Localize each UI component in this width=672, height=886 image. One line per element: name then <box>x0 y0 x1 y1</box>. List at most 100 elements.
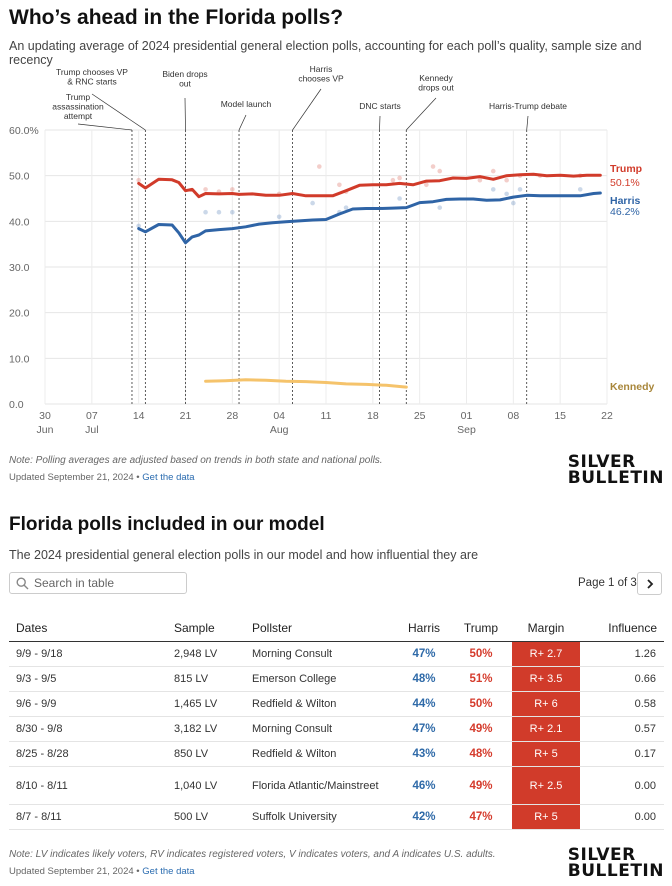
cell-sample: 500 LV <box>174 804 252 830</box>
event-label: Harris-Trump debate <box>489 101 567 111</box>
x-tick-label: 14 <box>133 410 145 422</box>
table-row: 9/6 - 9/9 1,465 LV Redfield & Wilton 44% 50%… <box>9 691 664 717</box>
event-leader <box>77 123 133 131</box>
search-box[interactable] <box>9 572 187 594</box>
chart-subtitle: An updating average of 2024 presidential… <box>9 39 642 67</box>
series-line-trump <box>137 172 602 199</box>
cell-influence: 0.00 <box>580 766 664 805</box>
poll-dot <box>230 209 235 215</box>
cell-sample: 2,948 LV <box>174 641 252 667</box>
cell-trump: 49% <box>450 716 512 742</box>
cell-pollster: Suffolk University <box>252 804 398 830</box>
search-input[interactable] <box>34 576 174 590</box>
x-tick-label: 28 <box>226 410 238 422</box>
poll-dot <box>343 205 349 210</box>
series-name-label: Harris <box>610 195 641 207</box>
y-tick-label: 40.0 <box>9 216 30 228</box>
cell-harris: 47% <box>398 641 450 667</box>
cell-dates: 9/3 - 9/5 <box>9 666 174 692</box>
cell-influence: 0.00 <box>580 804 664 830</box>
table-row: 8/7 - 8/11 500 LV Suffolk University 42% 47%… <box>9 804 664 830</box>
updated-text: Updated September 21, 2024 • <box>9 472 140 483</box>
event-label: Biden drops out <box>162 69 207 89</box>
cell-margin: R+ 5 <box>512 804 580 830</box>
cell-margin: R+ 2.7 <box>512 641 580 667</box>
col-pollster[interactable]: Pollster <box>252 614 398 642</box>
silver-bulletin-logo-bottom: SILVER BULLETIN <box>567 847 664 881</box>
logo-line2-bottom: BULLETIN <box>567 861 664 881</box>
y-tick-label: 30.0 <box>9 262 30 274</box>
x-tick-label: 07 <box>86 410 98 422</box>
x-tick-label: 18 <box>367 410 379 422</box>
cell-sample: 1,040 LV <box>174 766 252 805</box>
table-row: 8/10 - 8/11 1,040 LV Florida Atlantic/Main… <box>9 766 664 805</box>
poll-dot <box>577 187 583 192</box>
cell-sample: 850 LV <box>174 741 252 767</box>
y-tick-label: 50.0 <box>9 171 30 183</box>
x-month-label: Sep <box>457 424 476 436</box>
cell-harris: 47% <box>398 716 450 742</box>
cell-pollster: Morning Consult <box>252 716 398 742</box>
series-value-label: 50.1% <box>610 177 640 189</box>
table-row: 8/25 - 8/28 850 LV Redfield & Wilton 43% 48%… <box>9 741 664 767</box>
polls-table: Dates Sample Pollster Harris Trump Margi… <box>9 614 664 830</box>
col-sample[interactable]: Sample <box>174 614 252 642</box>
col-dates[interactable]: Dates <box>9 614 174 642</box>
cell-margin: R+ 3.5 <box>512 666 580 692</box>
event-label: DNC starts <box>359 101 401 111</box>
series-name-label: Trump <box>610 163 642 175</box>
next-page-button[interactable] <box>637 572 662 595</box>
poll-dot <box>490 168 496 174</box>
table-subtitle: The 2024 presidential general election p… <box>9 548 479 562</box>
table-title: Florida polls included in our model <box>9 514 325 535</box>
table-updated-text: Updated September 21, 2024 • <box>9 866 140 877</box>
poll-dot <box>397 196 402 201</box>
event-leader <box>292 88 322 131</box>
chart-note: Note: Polling averages are adjusted base… <box>9 455 383 466</box>
cell-sample: 815 LV <box>174 666 252 692</box>
col-margin[interactable]: Margin <box>512 614 580 642</box>
table-updated: Updated September 21, 2024 • Get the dat… <box>9 866 195 877</box>
x-tick-label: 15 <box>554 410 566 422</box>
col-trump[interactable]: Trump <box>450 614 512 642</box>
get-data-link[interactable]: Get the data <box>142 472 195 483</box>
cell-margin: R+ 6 <box>512 691 580 717</box>
page-info: Page 1 of 3 <box>578 577 637 589</box>
cell-influence: 0.57 <box>580 716 664 742</box>
y-tick-label: 20.0 <box>9 308 30 320</box>
poll-dot <box>424 182 429 188</box>
series-name-label: Kennedy <box>610 381 655 393</box>
event-label: Kennedy drops out <box>418 73 454 93</box>
cell-margin: R+ 5 <box>512 741 580 767</box>
table-row: 9/3 - 9/5 815 LV Emerson College 48% 51% R+ 3… <box>9 666 664 692</box>
cell-dates: 8/30 - 9/8 <box>9 716 174 742</box>
cell-dates: 8/7 - 8/11 <box>9 804 174 830</box>
cell-influence: 0.17 <box>580 741 664 767</box>
poll-dot <box>337 182 342 188</box>
col-harris[interactable]: Harris <box>398 614 450 642</box>
cell-influence: 0.66 <box>580 666 664 692</box>
cell-margin: R+ 2.5 <box>512 766 580 805</box>
cell-harris: 46% <box>398 766 450 805</box>
poll-dot <box>230 187 235 192</box>
cell-dates: 8/25 - 8/28 <box>9 741 174 767</box>
y-tick-label: 60.0% <box>9 125 39 137</box>
silver-bulletin-logo: SILVER BULLETIN <box>568 454 664 487</box>
x-tick-label: 11 <box>321 410 332 422</box>
series-line-harris <box>137 191 602 245</box>
cell-harris: 43% <box>398 741 450 767</box>
poll-dot <box>490 187 496 192</box>
poll-dot <box>390 177 396 183</box>
poll-dot <box>216 209 222 215</box>
event-label: Model launch <box>221 99 272 109</box>
polling-average-chart: 0.0 10.0 20.0 30.0 40.0 50.0 60.0% 30 Jun 07 Jul 14… <box>9 64 655 436</box>
cell-pollster: Morning Consult <box>252 641 398 667</box>
series-line-kennedy <box>204 378 408 389</box>
poll-dot <box>276 214 282 220</box>
cell-trump: 50% <box>450 691 512 717</box>
poll-dot <box>203 187 208 192</box>
table-get-data-link[interactable]: Get the data <box>142 866 195 877</box>
poll-dot <box>317 164 322 169</box>
col-influence[interactable]: Influence <box>580 614 664 642</box>
cell-trump: 49% <box>450 766 512 805</box>
